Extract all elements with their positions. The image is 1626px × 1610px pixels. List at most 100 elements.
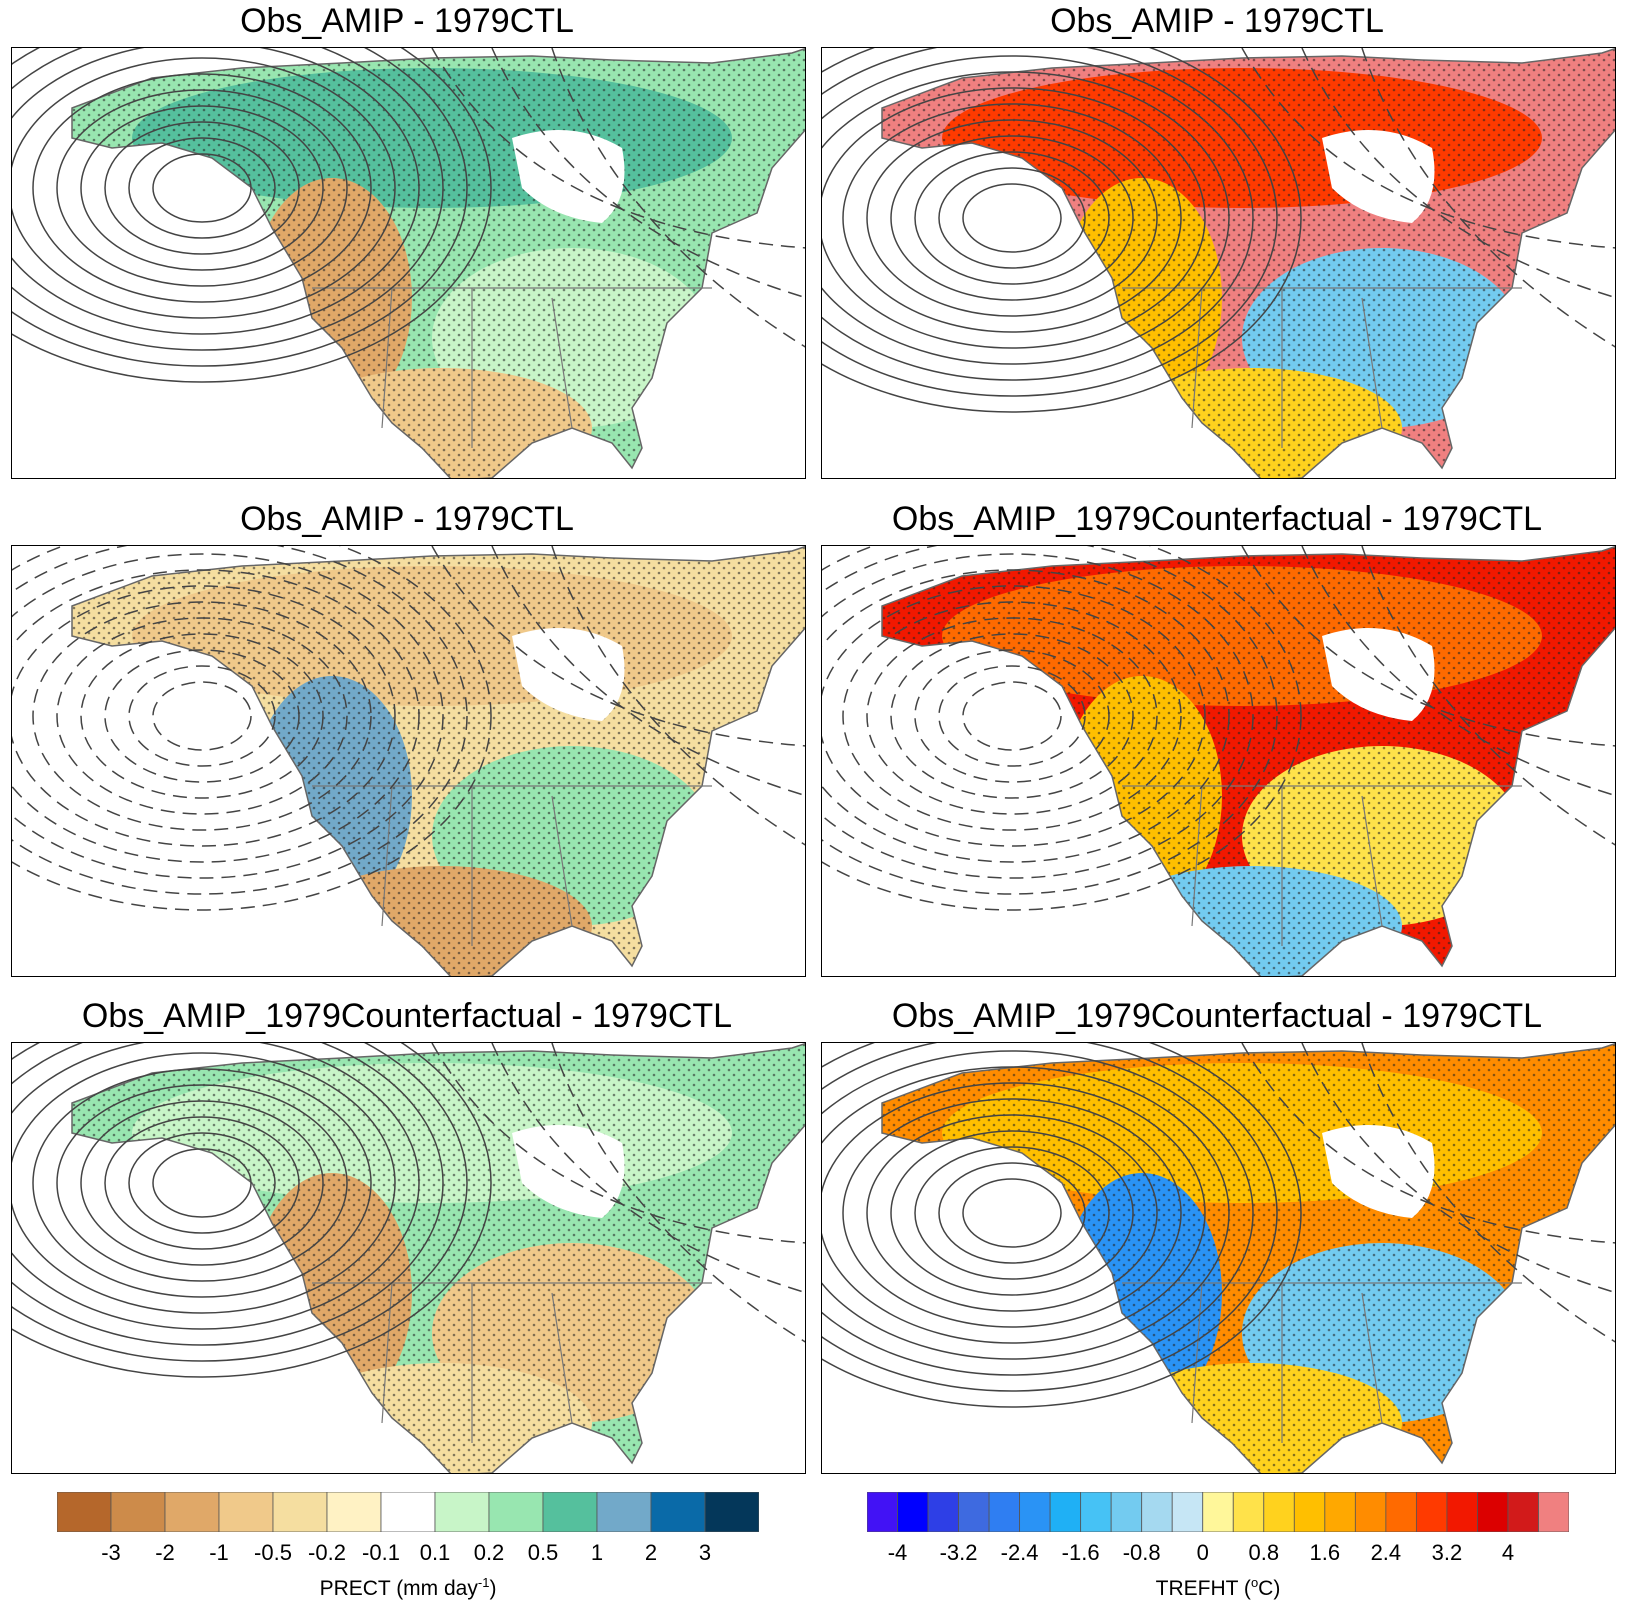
coastline [71,546,805,976]
hudson-bay [1322,130,1435,223]
significance-stippling [72,48,805,478]
significance-stippling [72,1043,805,1473]
colorbar-swatch-1 [110,1491,166,1533]
panel-title-4: Obs_AMIP_1979Counterfactual - 1979CTL [891,500,1543,538]
colorbar-swatch-18 [1415,1491,1448,1533]
height-contour-5 [866,1114,1158,1312]
hudson-bay [1322,628,1435,721]
colorbar-tick-label: 0.8 [1248,1540,1280,1565]
hudson-bay [512,628,625,721]
colorbar-swatch-21 [1507,1491,1539,1533]
height-contour-6 [842,1098,1182,1328]
panel-title-1: Obs_AMIP - 1979CTL [240,2,574,40]
height-contour-5 [866,617,1158,815]
colorbar-swatch-1 [897,1491,929,1533]
colorbar-tick-label: 2.4 [1370,1540,1402,1565]
coastline [881,546,1615,976]
height-contour-6 [842,103,1182,333]
height-contour-8 [822,1066,1230,1360]
height-contour-east-3 [551,48,805,348]
height-contour-11 [822,1043,1302,1408]
height-contour-4 [890,633,1134,799]
height-contour-8 [822,569,1230,863]
panel-title-6: Obs_AMIP_1979Counterfactual - 1979CTL [891,997,1543,1035]
panel-title-5: Obs_AMIP_1979Counterfactual - 1979CTL [81,997,733,1035]
height-contour-east-1 [431,546,805,747]
height-contours [12,1043,805,1378]
panel-title-3: Obs_AMIP - 1979CTL [240,500,574,538]
height-contour-8 [12,48,420,335]
height-contour-11 [12,48,492,383]
precip-colorbar [56,1491,760,1533]
colorbar-swatch-10 [1171,1491,1204,1533]
colorbar-swatch-6 [1049,1491,1082,1533]
height-contour-1 [152,681,252,751]
colorbar-swatch-2 [164,1491,220,1533]
height-contour-4 [80,105,324,271]
colorbar-swatch-9 [1141,1491,1173,1533]
state-borders [312,287,712,448]
height-contour-east-1 [1241,48,1615,249]
height-contour-9 [12,1043,444,1346]
colorbar-swatch-0 [866,1491,898,1533]
state-borders [312,1282,712,1443]
colorbar-swatch-7 [434,1491,490,1533]
land-shading [72,1043,805,1473]
height-contour-10 [822,546,1278,895]
height-contour-east-1 [431,1043,805,1244]
height-contour-east-1 [431,48,805,249]
height-contour-east-3 [1361,1043,1615,1343]
colorbar-tick-label: 1.6 [1309,1540,1341,1565]
state-borders [1122,287,1522,448]
height-contour-6 [32,73,372,303]
height-contour-1 [962,183,1062,253]
height-contour-east-1 [1241,1043,1615,1244]
height-contour-east-2 [491,546,805,797]
height-contour-5 [866,119,1158,317]
colorbar-swatch-4 [272,1491,328,1533]
temp-colorbar-label: TREFHT (oC) [1155,1575,1281,1600]
height-contour-5 [56,617,348,815]
temp-colorbar [866,1491,1570,1533]
height-contour-6 [842,601,1182,831]
colorbar-swatch-12 [704,1491,760,1533]
colorbar-swatch-5 [1019,1491,1051,1533]
height-contour-7 [822,87,1206,349]
map-panel-precip-obs-amip [11,47,806,479]
height-contour-east-2 [491,48,805,299]
height-contour-7 [822,1082,1206,1344]
colorbar-swatch-15 [1324,1491,1356,1533]
height-contour-1 [152,153,252,223]
colorbar-tick-label: -3 [101,1540,121,1565]
height-contour-2 [128,1132,276,1234]
height-contour-2 [938,665,1086,767]
height-contour-9 [12,48,444,351]
height-contour-7 [822,585,1206,847]
height-contour-10 [12,1043,468,1362]
height-contour-9 [822,55,1254,381]
height-contours [822,1043,1615,1408]
height-contours [12,48,805,383]
height-contour-1 [962,1178,1062,1248]
colorbar-tick-label: -2 [155,1540,175,1565]
colorbar-swatch-13 [1263,1491,1295,1533]
hudson-bay [1322,1125,1435,1218]
height-contour-10 [12,48,468,367]
colorbar-tick-label: -1 [209,1540,229,1565]
colorbar-tick-label: -0.8 [1122,1540,1161,1565]
height-contour-3 [104,121,300,255]
colorbar-swatch-3 [958,1491,990,1533]
height-contour-9 [822,553,1254,879]
map-panel-temp-counterfactual-2 [821,1042,1616,1474]
height-contour-east-2 [1301,1043,1615,1294]
colorbar-swatch-12 [1232,1491,1265,1533]
height-contour-4 [890,1130,1134,1296]
height-contour-6 [32,1068,372,1298]
height-contour-3 [914,649,1110,783]
height-contour-8 [822,71,1230,365]
colorbar-swatch-11 [1202,1491,1234,1533]
colorbar-tick-label: 0 [1196,1540,1209,1565]
colorbar-tick-label: -0.5 [254,1540,292,1565]
height-contour-8 [12,1043,420,1330]
height-contour-10 [12,546,468,895]
